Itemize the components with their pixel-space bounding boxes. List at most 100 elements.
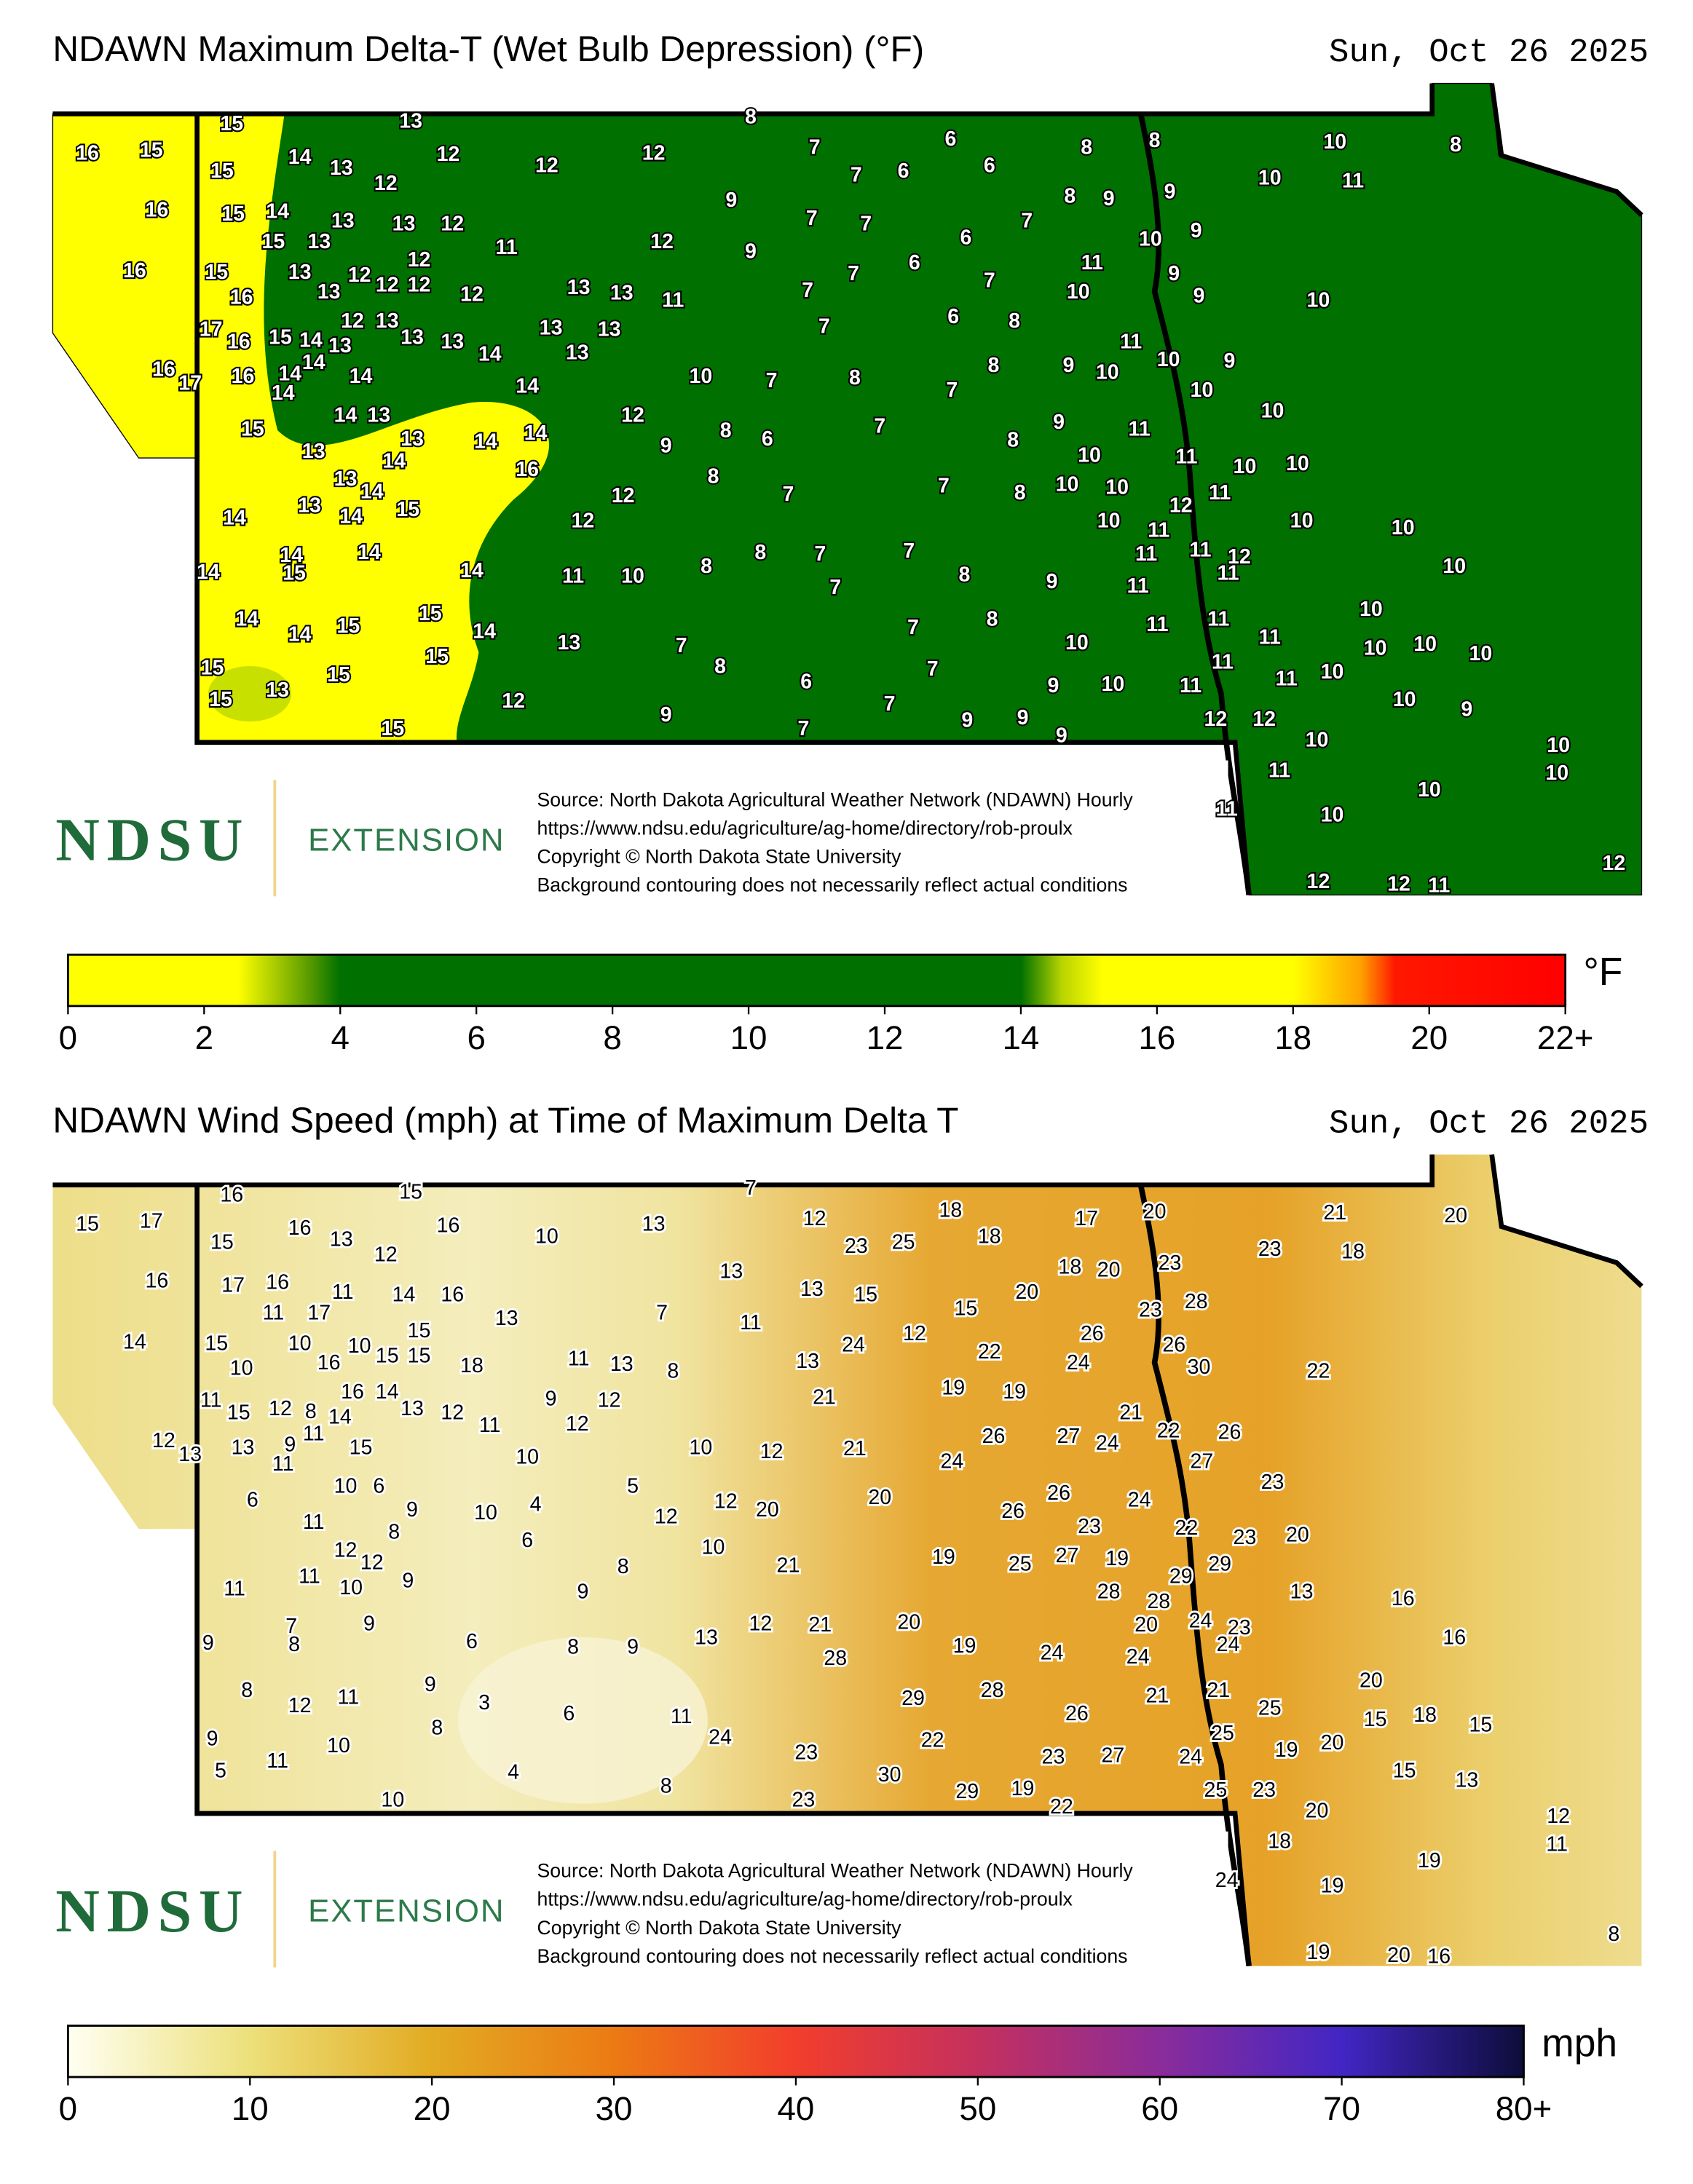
station-value: 10: [348, 1334, 371, 1358]
station-value: 10: [1261, 400, 1284, 423]
station-value: 24: [1067, 1351, 1090, 1374]
station-value: 23: [1234, 1526, 1257, 1549]
station-value: 19: [1307, 1941, 1330, 1964]
station-value: 14: [288, 146, 312, 169]
station-value: 10: [1321, 803, 1344, 826]
station-value: 20: [1387, 1944, 1410, 1967]
station-value: 16: [437, 1214, 460, 1237]
station-value: 12: [152, 1429, 175, 1452]
station-value: 26: [982, 1425, 1006, 1448]
station-value: 7: [884, 692, 896, 716]
station-value: 23: [1042, 1745, 1065, 1768]
station-value: 9: [1046, 570, 1058, 593]
station-value: 12: [650, 230, 674, 253]
station-value: 8: [1064, 184, 1076, 207]
station-value: 10: [339, 1576, 363, 1599]
station-value: 11: [338, 1685, 360, 1709]
station-value: 10: [702, 1536, 725, 1559]
station-value: 9: [1168, 262, 1180, 285]
station-value: 24: [842, 1333, 865, 1356]
station-value: 11: [1276, 668, 1298, 691]
station-value: 10: [1392, 516, 1415, 539]
station-value: 10: [1067, 280, 1090, 304]
station-value: 20: [1134, 1613, 1158, 1637]
station-value: 8: [667, 1360, 679, 1383]
station-value: 12: [1307, 870, 1330, 893]
station-value: 20: [1097, 1258, 1121, 1281]
station-value: 19: [1011, 1777, 1035, 1800]
colorbar-unit: mph: [1542, 2022, 1617, 2065]
station-value: 13: [567, 276, 591, 299]
station-value: 18: [939, 1198, 963, 1222]
map-date: Sun, Oct 26 2025: [1329, 1104, 1649, 1142]
station-value: 28: [981, 1679, 1004, 1702]
station-value: 9: [1017, 706, 1029, 729]
station-value: 8: [388, 1521, 400, 1544]
station-value: 10: [474, 1501, 497, 1524]
station-value: 11: [1148, 519, 1169, 542]
station-value: 24: [1128, 1489, 1151, 1512]
station-value: 11: [332, 1281, 354, 1304]
station-value: 9: [577, 1580, 588, 1604]
station-value: 21: [1145, 1684, 1169, 1707]
station-value: 13: [400, 326, 424, 349]
station-value: 8: [288, 1633, 300, 1656]
station-value: 23: [1139, 1299, 1162, 1322]
colorbar-tick-label: 10: [232, 2090, 269, 2127]
station-value: 13: [695, 1626, 718, 1649]
station-value: 9: [660, 703, 672, 727]
station-value: 15: [220, 112, 243, 135]
station-value: 6: [563, 1702, 575, 1725]
station-value: 16: [516, 458, 539, 481]
station-value: 10: [535, 1225, 559, 1249]
station-value: 15: [221, 202, 245, 226]
station-value: 15: [376, 1345, 399, 1368]
station-value: 16: [227, 330, 250, 353]
station-value: 21: [1323, 1201, 1346, 1224]
station-value: 12: [441, 1401, 464, 1425]
station-value: 15: [1393, 1759, 1416, 1782]
station-value: 13: [376, 309, 399, 333]
station-value: 10: [1393, 688, 1416, 711]
station-value: 13: [298, 494, 321, 517]
colorbar-tick-label: 60: [1141, 2090, 1178, 2127]
station-value: 11: [1175, 446, 1197, 469]
station-value: 11: [479, 1414, 501, 1437]
station-value: 15: [262, 230, 285, 253]
station-value: 8: [754, 541, 766, 564]
station-value: 24: [1179, 1745, 1202, 1768]
station-value: 9: [363, 1612, 375, 1635]
station-value: 25: [892, 1230, 915, 1254]
station-value: 24: [1189, 1610, 1212, 1633]
station-value: 16: [152, 358, 175, 381]
station-value: 12: [621, 403, 644, 427]
logo: NDSU: [55, 1878, 242, 1945]
station-value: 8: [617, 1555, 629, 1578]
station-value: 8: [305, 1400, 317, 1423]
station-value: 15: [205, 1332, 228, 1355]
station-value: 10: [1321, 660, 1344, 684]
station-value: 15: [396, 498, 419, 521]
station-value: 11: [1129, 418, 1151, 441]
station-value: 24: [709, 1726, 732, 1749]
station-value: 6: [898, 159, 909, 183]
station-value: 8: [1014, 481, 1026, 505]
station-value: 13: [800, 1278, 824, 1301]
station-value: 10: [381, 1788, 404, 1811]
station-value: 7: [814, 542, 826, 566]
station-value: 7: [745, 1176, 757, 1200]
station-value: 26: [1081, 1322, 1104, 1345]
station-value: 12: [1387, 873, 1410, 896]
station-value: 11: [1342, 169, 1364, 192]
station-value: 17: [178, 372, 202, 395]
station-value: 6: [762, 427, 773, 451]
station-value: 11: [1207, 608, 1229, 631]
station-value: 16: [1443, 1626, 1466, 1649]
station-value: 7: [851, 164, 862, 187]
station-value: 14: [288, 623, 312, 646]
station-value: 13: [400, 427, 424, 451]
station-value: 8: [708, 464, 719, 488]
station-value: 12: [903, 1322, 926, 1345]
station-value: 14: [278, 362, 301, 385]
station-value: 6: [521, 1529, 533, 1552]
